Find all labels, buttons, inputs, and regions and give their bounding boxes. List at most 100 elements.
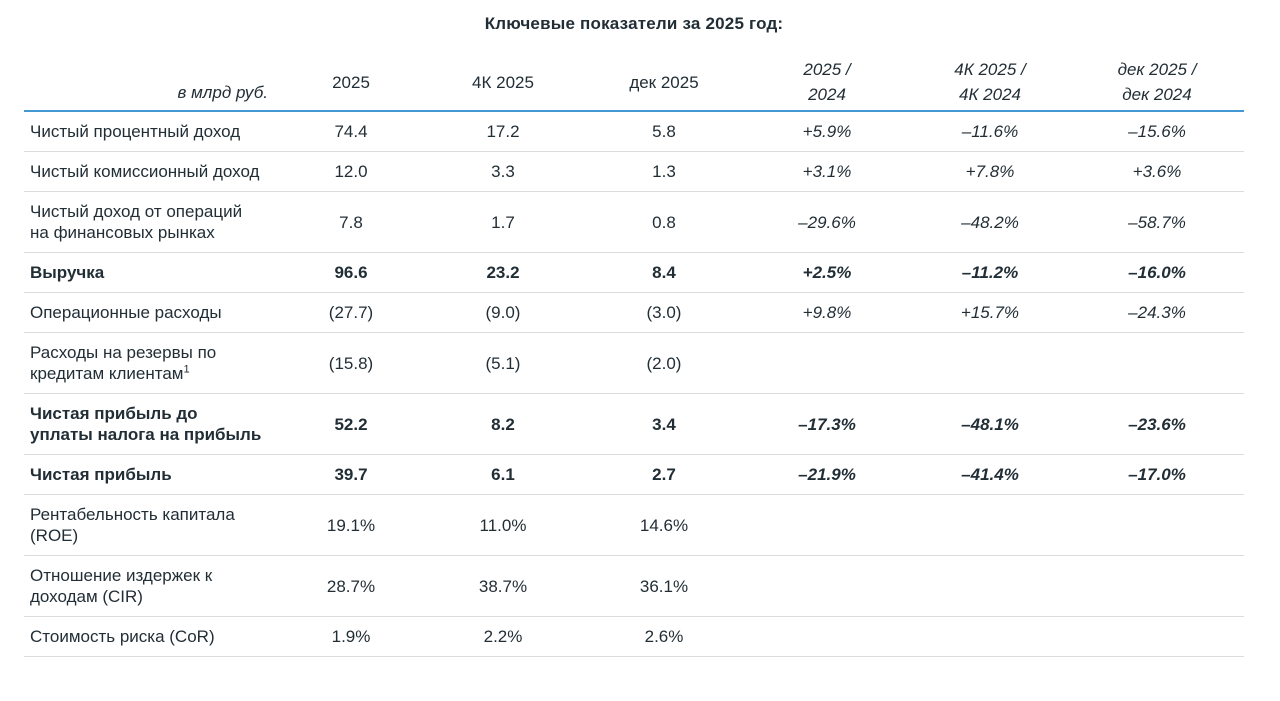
row-label: Стоимость риска (CoR) [24,616,280,657]
cell-value [1070,332,1244,394]
cell-value: –21.9% [744,454,910,495]
cell-value [910,555,1070,617]
cell-value: –48.1% [910,393,1070,455]
row-label: Расходы на резервы по кредитам клиентам1 [24,332,280,394]
cell-value: 8.2 [422,393,584,455]
column-header-2025: 2025 [280,51,422,112]
cell-value: –15.6% [1070,111,1244,152]
cell-value: 1.3 [584,151,744,192]
row-label: Чистая прибыль до уплаты налога на прибы… [24,393,280,455]
cell-value: 12.0 [280,151,422,192]
table-row: Операционные расходы (27.7) (9.0) (3.0) +9.8… [24,292,1244,333]
cell-value: –24.3% [1070,292,1244,333]
table-row: Чистый доход от операций на финансовых р… [24,191,1244,253]
table-row: Чистый комиссионный доход 12.0 3.3 1.3 +3.1%… [24,151,1244,192]
cell-value: 7.8 [280,191,422,253]
cell-value: (15.8) [280,332,422,394]
column-header-4q2025: 4К 2025 [422,51,584,112]
cell-value [744,332,910,394]
table-row: Выручка 96.6 23.2 8.4 +2.5% –11.2% –16.0% [24,252,1244,293]
table-row: Стоимость риска (CoR) 1.9% 2.2% 2.6% [24,616,1244,657]
cell-value: +2.5% [744,252,910,293]
column-header-mom: дек 2025 / дек 2024 [1070,51,1244,112]
row-label: Чистый доход от операций на финансовых р… [24,191,280,253]
cell-value: 74.4 [280,111,422,152]
cell-value [1070,494,1244,556]
cell-value: 39.7 [280,454,422,495]
cell-value: –17.0% [1070,454,1244,495]
cell-value: (3.0) [584,292,744,333]
cell-value [910,616,1070,657]
cell-value: –29.6% [744,191,910,253]
cell-value [1070,616,1244,657]
table-row: Рентабельность капитала (ROE) 19.1% 11.0% 1… [24,494,1244,556]
cell-value: 3.4 [584,393,744,455]
cell-value: –16.0% [1070,252,1244,293]
cell-value [910,494,1070,556]
cell-value: 38.7% [422,555,584,617]
cell-value: –58.7% [1070,191,1244,253]
cell-value: 2.7 [584,454,744,495]
cell-value: –11.2% [910,252,1070,293]
cell-value: 6.1 [422,454,584,495]
row-label: Чистый процентный доход [24,111,280,152]
cell-value: 52.2 [280,393,422,455]
table-row: Отношение издержек к доходам (CIR) 28.7% 3… [24,555,1244,617]
row-label: Отношение издержек к доходам (CIR) [24,555,280,617]
table-row: Чистая прибыль 39.7 6.1 2.7 –21.9% –41.4% –17.… [24,454,1244,495]
row-label: Выручка [24,252,280,293]
page: Ключевые показатели за 2025 год: в млрд … [24,14,1244,657]
cell-value: (2.0) [584,332,744,394]
row-label: Чистый комиссионный доход [24,151,280,192]
cell-value: +5.9% [744,111,910,152]
cell-value: +9.8% [744,292,910,333]
cell-value: 14.6% [584,494,744,556]
table-row: Расходы на резервы по кредитам клиентам1… [24,332,1244,394]
page-title: Ключевые показатели за 2025 год: [484,14,784,33]
cell-value: (9.0) [422,292,584,333]
cell-value [1070,555,1244,617]
cell-value: –11.6% [910,111,1070,152]
cell-value: 28.7% [280,555,422,617]
cell-value: 36.1% [584,555,744,617]
cell-value: +15.7% [910,292,1070,333]
row-label: Чистая прибыль [24,454,280,495]
cell-value: 2.6% [584,616,744,657]
cell-value: (5.1) [422,332,584,394]
cell-value: 96.6 [280,252,422,293]
cell-value: 8.4 [584,252,744,293]
cell-value: +3.6% [1070,151,1244,192]
table-row: Чистая прибыль до уплаты налога на прибы… [24,393,1244,455]
cell-value: –48.2% [910,191,1070,253]
cell-value: 5.8 [584,111,744,152]
table-row: Чистый процентный доход 74.4 17.2 5.8 +5.9% –… [24,111,1244,152]
cell-value: 17.2 [422,111,584,152]
cell-value: 1.7 [422,191,584,253]
column-header-qoq: 4К 2025 / 4К 2024 [910,51,1070,112]
cell-value [744,616,910,657]
cell-value [744,494,910,556]
key-indicators-table: в млрд руб. 2025 4К 2025 дек 2025 2025 /… [24,51,1244,657]
cell-value: 23.2 [422,252,584,293]
cell-value: –23.6% [1070,393,1244,455]
cell-value: 11.0% [422,494,584,556]
row-label: Рентабельность капитала (ROE) [24,494,280,556]
column-header-unit: в млрд руб. [24,51,280,112]
column-header-dec2025: дек 2025 [584,51,744,112]
cell-value: 19.1% [280,494,422,556]
cell-value: 3.3 [422,151,584,192]
cell-value: 2.2% [422,616,584,657]
cell-value [910,332,1070,394]
cell-value: (27.7) [280,292,422,333]
row-label: Операционные расходы [24,292,280,333]
cell-value: +7.8% [910,151,1070,192]
cell-value: 1.9% [280,616,422,657]
cell-value: –41.4% [910,454,1070,495]
footnote-marker: 1 [183,363,190,376]
table-body: Чистый процентный доход 74.4 17.2 5.8 +5.9% –… [24,111,1244,657]
cell-value: 0.8 [584,191,744,253]
column-header-yoy: 2025 / 2024 [744,51,910,112]
cell-value: –17.3% [744,393,910,455]
cell-value: +3.1% [744,151,910,192]
cell-value [744,555,910,617]
